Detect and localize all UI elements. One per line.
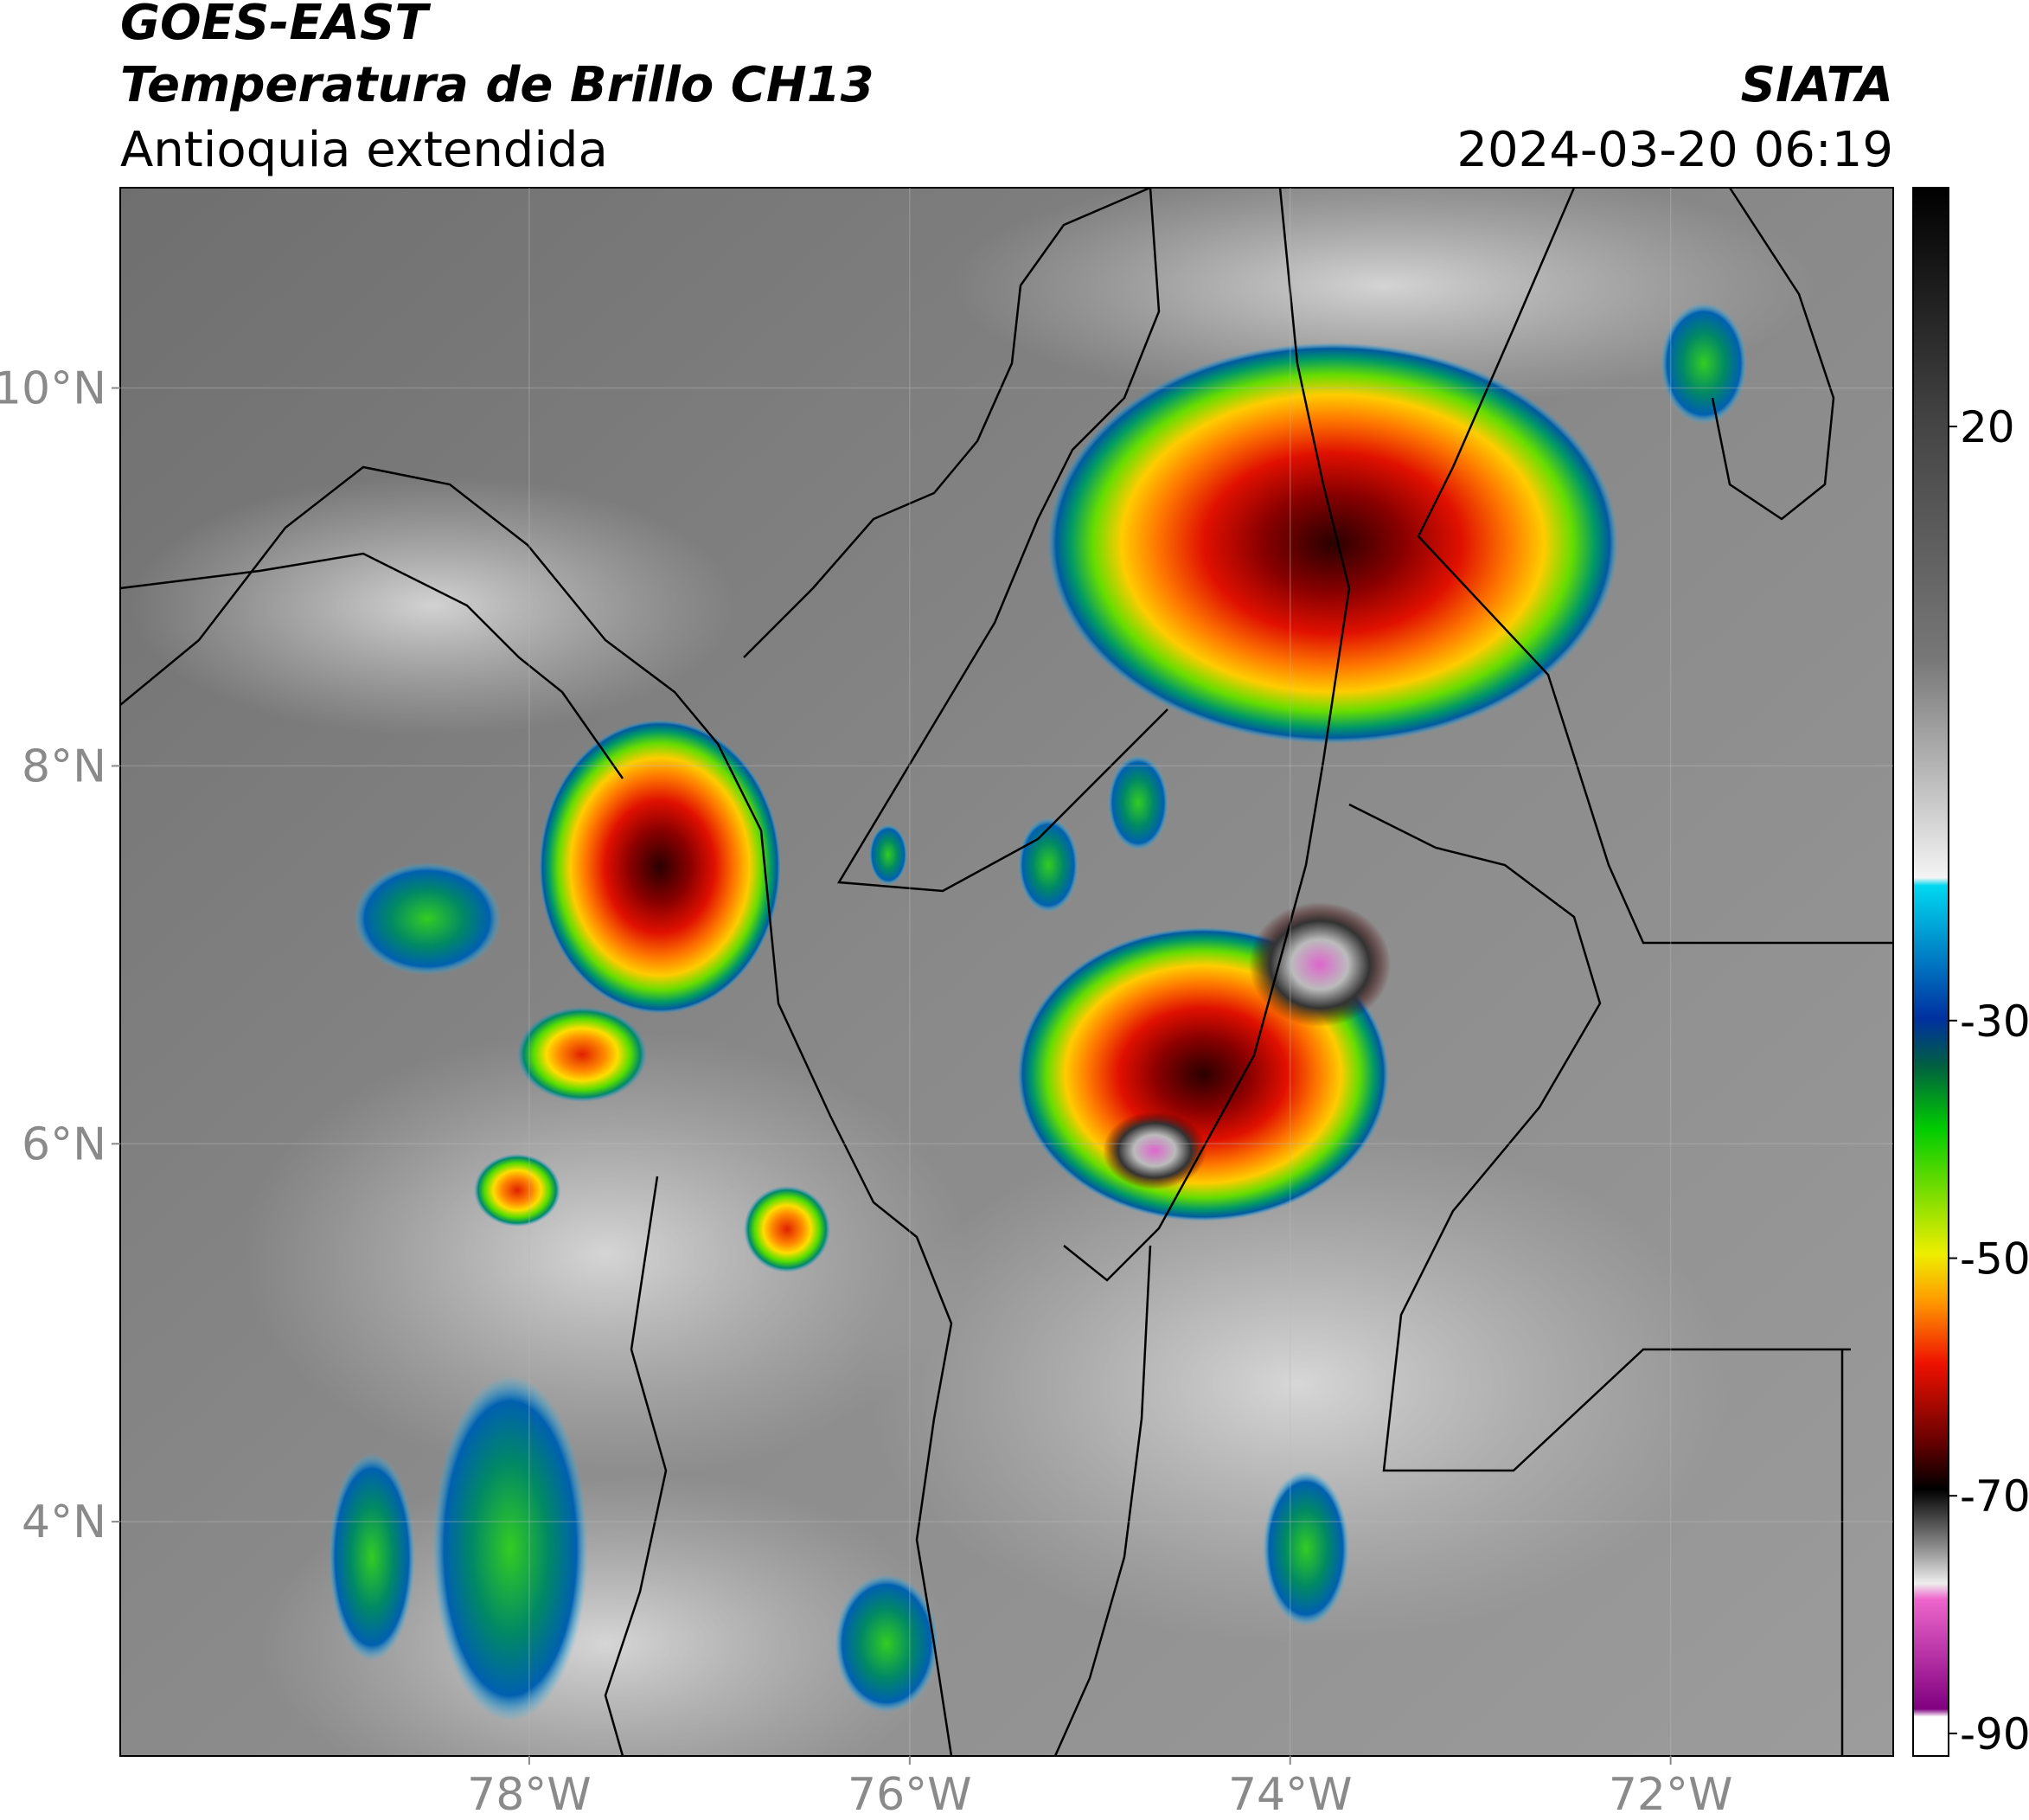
satellite-title: GOES-EAST	[120, 0, 431, 51]
colorbar-tick-label: 20	[1960, 402, 2015, 452]
colorbar-tick-label: -90	[1960, 1709, 2029, 1759]
map-image	[120, 188, 1893, 1756]
colorbar-tick-label: -50	[1960, 1234, 2029, 1285]
datetime-label: 2024-03-20 06:19	[1456, 122, 1893, 178]
product-title: Temperatura de Brillo CH13	[120, 57, 874, 113]
map-frame	[119, 187, 1894, 1757]
x-tick-label: 74°W	[1228, 1769, 1353, 1817]
source-label: SIATA	[1741, 57, 1893, 113]
region-subtitle: Antioquia extendida	[120, 122, 608, 178]
colorbar-tick-label: -30	[1960, 997, 2029, 1047]
y-tick-label: 8°N	[22, 740, 106, 792]
x-tick-label: 76°W	[848, 1769, 972, 1817]
colorbar-tick-label: -70	[1960, 1471, 2029, 1522]
y-tick-label: 10°N	[0, 363, 106, 415]
y-tick-label: 4°N	[22, 1496, 106, 1548]
y-tick-label: 6°N	[22, 1118, 106, 1170]
x-tick-label: 72°W	[1609, 1769, 1733, 1817]
colorbar	[1912, 187, 1949, 1757]
x-tick-label: 78°W	[467, 1769, 592, 1817]
